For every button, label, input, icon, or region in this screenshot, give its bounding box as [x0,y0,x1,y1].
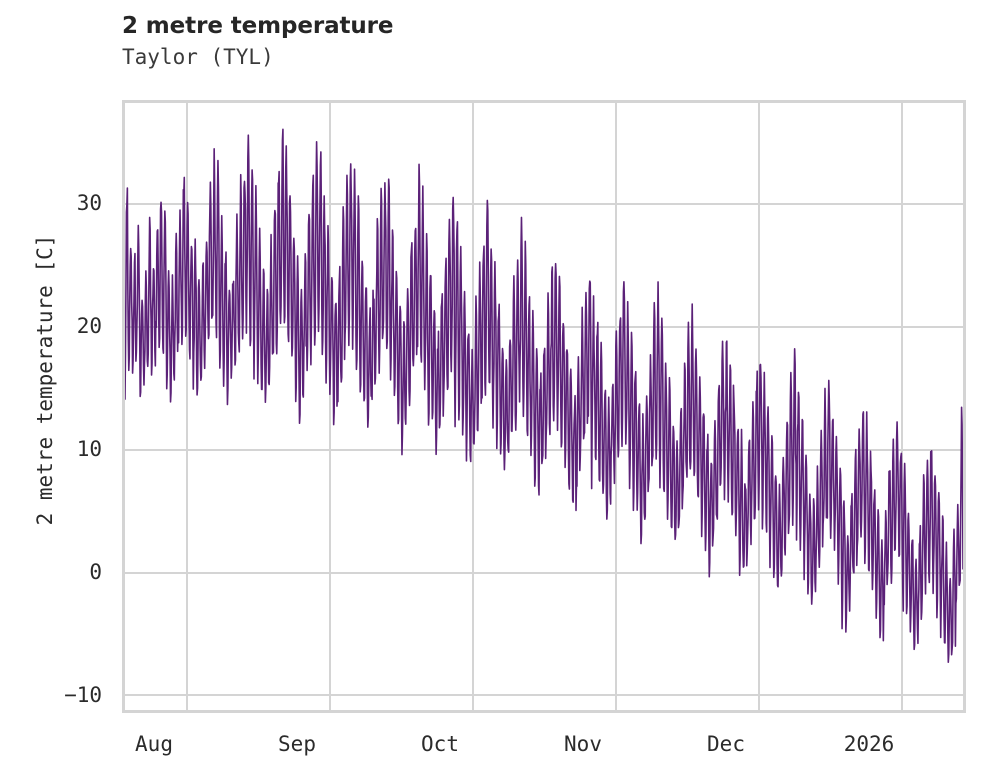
gridline-y-20 [125,326,963,328]
y-tick-label: 30 [76,191,102,215]
gridline-y-10 [125,449,963,451]
gridline-y-neg10 [125,694,963,696]
y-axis-title: 2 metre temperature [C] [33,234,57,526]
y-tick-label: 10 [76,437,102,461]
plot-inner [125,103,963,710]
gridline-y-30 [125,203,963,205]
gridline-x-aug [186,103,188,710]
series-path [125,128,963,664]
chart-header: 2 metre temperature Taylor (TYL) [122,12,922,70]
gridline-x-jan [901,103,903,710]
x-tick-label-aug: Aug [135,732,173,756]
x-tick-label-oct: Oct [421,732,459,756]
x-tick-label-2026: 2026 [843,732,895,756]
temperature-series-line [125,128,963,664]
x-tick-label-sep: Sep [278,732,316,756]
x-tick-label-nov: Nov [564,732,602,756]
gridline-y-0 [125,572,963,574]
chart-title: 2 metre temperature [122,13,394,39]
chart-subtitle: Taylor (TYL) [122,45,274,69]
x-tick-label-dec: Dec [707,732,745,756]
y-tick-label: 0 [89,560,102,584]
plot-area [122,100,966,713]
gridline-x-sep [329,103,331,710]
y-tick-label: 20 [76,314,102,338]
y-tick-label: −10 [64,683,102,707]
